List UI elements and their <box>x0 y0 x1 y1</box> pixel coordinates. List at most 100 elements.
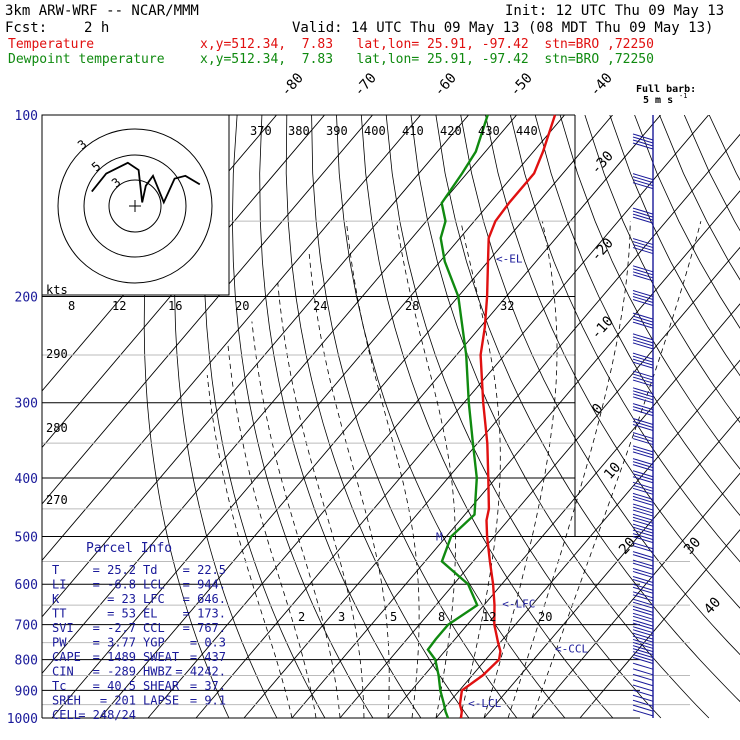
wind-barb <box>632 271 654 279</box>
parcel-key: Td <box>143 563 157 577</box>
parcel-value: = 40.5 <box>93 679 136 693</box>
theta-label: 380 <box>288 124 310 138</box>
wind-barb <box>632 619 654 627</box>
mixing-ratio-label: 12 <box>112 299 126 313</box>
wind-barb <box>632 318 654 326</box>
wind-barb <box>632 635 654 643</box>
fcst-label: Fcst: <box>5 20 48 36</box>
wind-barb <box>632 476 654 484</box>
pressure-label: 200 <box>15 291 38 306</box>
wind-barb <box>632 575 654 583</box>
dry-adiabat <box>336 115 566 719</box>
mixing-ratio-label: 20 <box>235 299 249 313</box>
wind-barb <box>632 612 654 620</box>
isotherm-line <box>387 303 740 719</box>
wind-barb <box>632 542 654 550</box>
isotherm-label: -30 <box>588 148 617 178</box>
wind-barb <box>632 601 654 609</box>
isotherm-label: -40 <box>587 70 616 100</box>
wind-barb <box>632 608 654 616</box>
parcel-key: SREH <box>52 694 81 708</box>
wind-barb <box>632 567 654 575</box>
wind-barb <box>632 679 654 687</box>
wind-barb <box>632 570 654 578</box>
dry-adiabat <box>584 115 740 424</box>
isotherm-line <box>42 115 469 618</box>
wind-barb <box>632 503 654 511</box>
wind-barb <box>632 342 654 350</box>
hodograph-ring <box>83 154 187 258</box>
wind-barb <box>632 370 654 378</box>
wind-barb <box>632 133 654 141</box>
isotherm-line <box>42 115 517 674</box>
wind-barb <box>632 173 654 181</box>
model-title: 3km ARW-WRF -- NCAR/MMM <box>5 3 199 19</box>
wind-barb <box>632 464 654 472</box>
isotherm-line <box>99 115 613 719</box>
level-marker: <-LFC <box>502 598 535 611</box>
level-marker: <-CCL <box>555 643 588 656</box>
dry-adiabat <box>559 115 740 470</box>
wind-barb <box>632 299 654 307</box>
dry-adiabat <box>609 115 740 377</box>
theta-label: 400 <box>364 124 386 138</box>
wind-barb <box>632 473 654 481</box>
wind-barb <box>632 629 654 637</box>
isotherm-label: -80 <box>278 70 307 100</box>
wind-barb <box>632 390 654 398</box>
parcel-value: = -6.8 <box>93 578 136 592</box>
theta-label: 410 <box>402 124 424 138</box>
temperature-legend-name: Temperature <box>8 37 95 52</box>
pressure-label: 500 <box>15 530 38 545</box>
parcel-value: = 944. <box>183 578 226 592</box>
parcel-key: CAPE <box>52 650 81 664</box>
wind-barb <box>632 176 654 184</box>
wind-barb <box>632 645 654 653</box>
wind-barb <box>632 274 654 282</box>
mixing-ratio-label: 28 <box>405 299 419 313</box>
theta-label-left: 270 <box>46 493 68 507</box>
pressure-label: 700 <box>15 619 38 634</box>
isotherm-label: -10 <box>588 313 617 343</box>
wind-barb <box>632 448 654 456</box>
mixing-ratio-label-low: 12 <box>482 610 496 624</box>
wind-key-line1: Full barb: <box>636 84 696 95</box>
wind-barb <box>632 268 654 276</box>
wind-barb <box>632 432 654 440</box>
wind-barb <box>632 241 654 249</box>
theta-label-left: 290 <box>46 347 68 361</box>
parcel-key: SVI <box>52 621 74 635</box>
wind-barb <box>632 495 654 503</box>
wind-barb <box>632 321 654 329</box>
init-time: Init: 12 UTC Thu 09 May 13 <box>505 3 725 19</box>
wind-barb <box>632 420 654 428</box>
wind-barb <box>632 498 654 506</box>
wind-barb <box>632 210 654 218</box>
temperature-legend-info: x,y=512.34, 7.83 lat,lon= 25.91, -97.42 … <box>200 37 654 52</box>
wind-key: Full barb: 5 m s -1 <box>636 84 696 106</box>
parcel-value: = 53 <box>107 607 136 621</box>
temperature-line <box>458 114 557 719</box>
wind-barb <box>632 689 654 697</box>
level-marker: <-EL <box>496 253 523 266</box>
isotherm-line <box>579 529 740 719</box>
wind-barb <box>632 296 654 304</box>
parcel-key: CIN <box>52 665 74 679</box>
dry-adiabat <box>385 115 662 719</box>
moist-adiabat <box>206 375 293 719</box>
wind-barb <box>632 656 654 664</box>
isotherm-line <box>42 115 421 562</box>
wind-barb <box>632 654 654 662</box>
wind-barb <box>632 484 654 492</box>
wind-barb <box>632 290 654 298</box>
wind-barb <box>632 487 654 495</box>
wind-barb <box>632 182 654 190</box>
level-marker: <-LCL <box>468 697 501 710</box>
wind-barb <box>632 662 654 670</box>
wind-barb <box>632 409 654 417</box>
wind-barb <box>632 622 654 630</box>
wind-barb <box>632 699 654 707</box>
wind-barb <box>632 529 654 537</box>
mixing-ratio-label: 24 <box>313 299 327 313</box>
dewpoint-legend-info: x,y=512.34, 7.83 lat,lon= 25.91, -97.42 … <box>200 52 654 67</box>
